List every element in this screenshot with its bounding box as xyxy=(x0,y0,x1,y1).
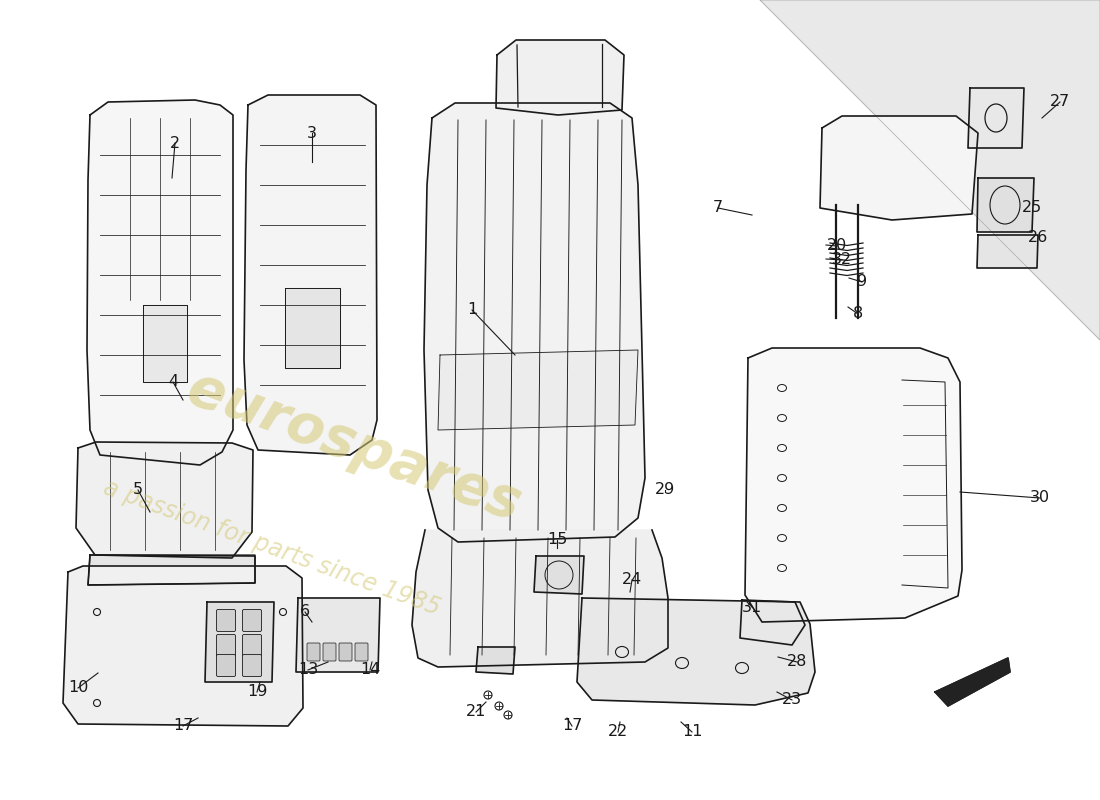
Polygon shape xyxy=(977,178,1034,232)
Text: 4: 4 xyxy=(168,374,178,390)
Text: 17: 17 xyxy=(173,718,194,734)
Text: a passion for parts since 1985: a passion for parts since 1985 xyxy=(100,475,443,620)
Polygon shape xyxy=(820,116,978,220)
Text: 11: 11 xyxy=(682,725,702,739)
Text: 15: 15 xyxy=(547,533,568,547)
Text: 21: 21 xyxy=(465,705,486,719)
Polygon shape xyxy=(534,556,584,594)
Text: 10: 10 xyxy=(68,681,88,695)
Text: 13: 13 xyxy=(298,662,318,678)
Polygon shape xyxy=(285,288,340,368)
Text: 7: 7 xyxy=(713,201,723,215)
Text: 2: 2 xyxy=(169,135,180,150)
FancyBboxPatch shape xyxy=(355,643,368,661)
Text: 8: 8 xyxy=(852,306,864,322)
Text: 20: 20 xyxy=(827,238,847,254)
Polygon shape xyxy=(935,658,1010,706)
Polygon shape xyxy=(496,40,624,115)
FancyBboxPatch shape xyxy=(339,643,352,661)
Polygon shape xyxy=(745,348,962,622)
FancyBboxPatch shape xyxy=(242,610,262,631)
Text: 1: 1 xyxy=(466,302,477,318)
Polygon shape xyxy=(476,647,515,674)
Text: 26: 26 xyxy=(1027,230,1048,246)
Text: eurospares: eurospares xyxy=(180,362,528,532)
Polygon shape xyxy=(438,350,638,430)
Text: 19: 19 xyxy=(246,685,267,699)
Polygon shape xyxy=(760,0,1100,340)
Text: 22: 22 xyxy=(608,725,628,739)
Text: 9: 9 xyxy=(857,274,867,290)
Text: 6: 6 xyxy=(300,605,310,619)
Text: 24: 24 xyxy=(621,573,642,587)
Text: 23: 23 xyxy=(782,693,802,707)
FancyBboxPatch shape xyxy=(242,634,262,657)
Polygon shape xyxy=(143,305,187,382)
Text: 31: 31 xyxy=(741,599,762,614)
Text: 29: 29 xyxy=(654,482,675,498)
Text: 5: 5 xyxy=(133,482,143,498)
Polygon shape xyxy=(87,100,233,465)
Polygon shape xyxy=(412,530,668,667)
Polygon shape xyxy=(88,555,255,585)
Polygon shape xyxy=(244,95,377,455)
Polygon shape xyxy=(977,235,1038,268)
Text: 3: 3 xyxy=(307,126,317,141)
Text: 28: 28 xyxy=(786,654,807,670)
FancyBboxPatch shape xyxy=(217,654,235,677)
Polygon shape xyxy=(296,598,380,672)
FancyBboxPatch shape xyxy=(242,654,262,677)
Polygon shape xyxy=(205,602,274,682)
Text: 14: 14 xyxy=(360,662,381,678)
FancyBboxPatch shape xyxy=(307,643,320,661)
Text: 17: 17 xyxy=(562,718,582,734)
FancyBboxPatch shape xyxy=(323,643,336,661)
FancyBboxPatch shape xyxy=(217,610,235,631)
Polygon shape xyxy=(76,442,253,558)
Polygon shape xyxy=(63,566,303,726)
Polygon shape xyxy=(424,103,645,542)
Polygon shape xyxy=(578,598,815,705)
FancyBboxPatch shape xyxy=(217,634,235,657)
Text: 30: 30 xyxy=(1030,490,1050,506)
Text: 27: 27 xyxy=(1049,94,1070,110)
Text: 25: 25 xyxy=(1022,201,1042,215)
Polygon shape xyxy=(740,600,805,645)
Text: 32: 32 xyxy=(832,253,852,267)
Polygon shape xyxy=(968,88,1024,148)
